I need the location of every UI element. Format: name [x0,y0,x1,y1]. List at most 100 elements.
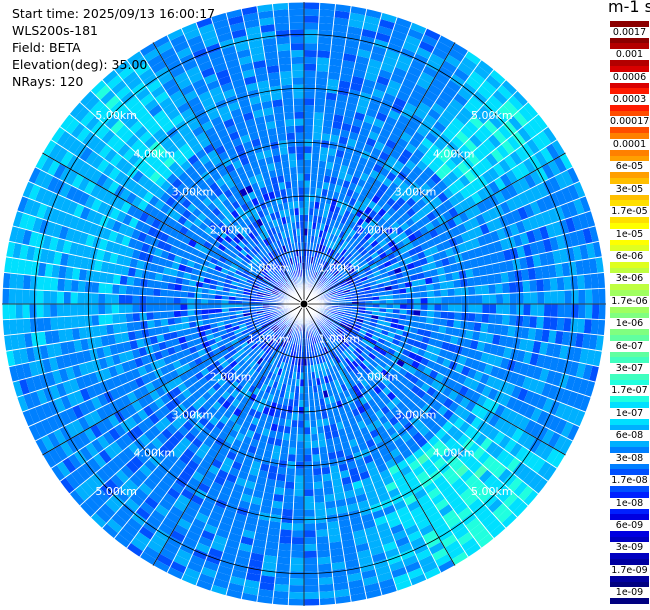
range-gate-cell [381,255,390,264]
range-gate-cell [227,15,245,26]
range-gate-cell [332,321,340,327]
range-gate-cell [111,353,122,366]
range-gate-cell [304,187,311,195]
range-gate-cell [346,166,356,176]
range-gate-cell [595,256,605,274]
range-gate-cell [409,506,425,519]
range-gate-cell [252,267,260,275]
range-gate-cell [131,170,144,183]
range-gate-cell [207,487,221,499]
range-gate-cell [249,552,265,562]
range-gate-cell [531,457,546,474]
range-gate-cell [541,382,553,398]
range-gate-cell [153,311,161,320]
range-gate-cell [222,337,231,345]
range-gate-cell [250,316,259,321]
range-gate-cell [528,378,539,393]
range-gate-cell [435,242,445,253]
range-gate-cell [53,428,67,445]
range-gate-cell [426,316,434,325]
range-gate-cell [508,476,523,493]
range-gate-cell [92,211,104,226]
range-gate-cell [277,466,287,475]
range-gate-cell [324,99,337,108]
range-gate-cell [418,40,435,54]
range-gate-cell [58,367,70,383]
range-gate-cell [467,248,477,260]
range-gate-cell [54,397,66,413]
range-gate-cell [466,321,475,331]
range-gate-cell [528,154,542,171]
range-gate-cell [229,239,238,248]
range-gate-cell [515,146,529,162]
range-gate-cell [251,284,260,290]
range-gate-cell [44,263,54,278]
range-gate-cell [115,157,128,171]
range-gate-cell [34,404,47,422]
range-gate-cell [555,358,566,374]
range-gate-cell [267,348,275,356]
range-gate-cell [288,585,304,593]
range-gate-cell [118,313,127,324]
range-gate-cell [377,492,391,503]
range-gate-cell [485,332,494,344]
range-gate-cell [146,54,164,68]
range-gate-cell [319,2,336,11]
range-gate-cell [464,357,474,368]
range-gate-cell [259,240,267,249]
range-gate-cell [173,297,181,304]
range-gate-cell [279,313,287,318]
range-gate-cell [290,329,295,337]
range-gate-cell [320,286,327,292]
range-gate-cell [354,457,366,468]
range-gate-cell [240,259,249,267]
range-gate-cell [454,344,464,355]
range-gate-cell [279,361,285,370]
range-gate-cell [448,48,465,63]
range-gate-cell [326,189,335,198]
range-gate-cell [248,273,257,280]
range-gate-cell [247,223,256,232]
range-gate-cell [334,244,342,253]
range-gate-cell [429,353,439,363]
range-gate-cell [323,112,335,121]
range-gate-cell [304,571,319,579]
range-gate-cell [85,150,99,166]
range-gate-cell [511,427,524,443]
range-gate-cell [459,408,471,421]
range-gate-cell [119,188,132,202]
range-gate-cell [376,521,391,533]
range-gate-cell [60,395,73,411]
range-gate-cell [545,251,555,266]
range-gate-cell [474,285,483,296]
range-gate-cell [441,534,458,548]
range-gate-cell [272,493,284,502]
range-gate-cell [234,345,243,353]
range-gate-cell [364,223,373,233]
range-gate-cell [248,467,260,477]
range-gate-cell [228,266,237,274]
range-gate-cell [70,291,78,304]
range-gate-cell [390,29,408,42]
range-gate-cell [208,288,216,295]
range-gate-cell [288,328,293,336]
range-gate-cell [523,203,535,218]
range-gate-cell [90,472,106,488]
range-gate-cell [230,338,239,346]
range-gate-cell [543,291,552,304]
range-gate-cell [318,16,335,25]
range-gate-cell [207,211,217,222]
range-gate-cell [229,525,244,537]
range-gate-cell [314,398,321,407]
range-gate-cell [561,404,574,422]
range-gate-cell [365,331,373,339]
range-gate-cell [99,483,115,499]
range-gate-cell [316,335,321,343]
range-gate-cell [242,486,255,497]
range-gate-cell [154,528,171,542]
range-gate-cell [118,223,129,236]
range-gate-cell [310,426,318,435]
range-gate-cell [178,263,187,273]
range-gate-cell [176,182,188,194]
range-gate-cell [148,195,160,207]
